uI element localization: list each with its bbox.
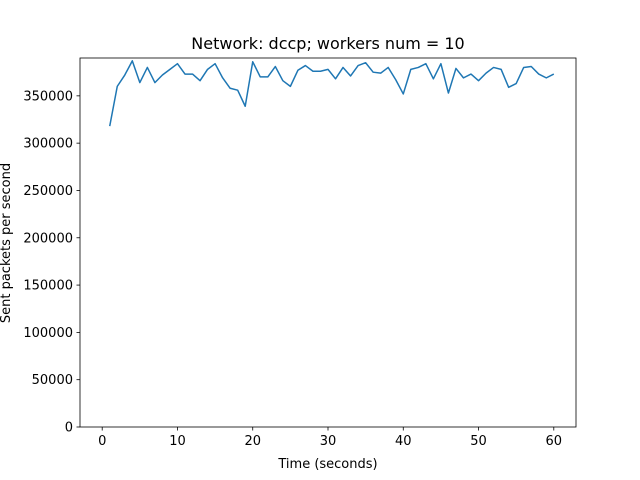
- y-tick-label: 250000: [23, 184, 73, 199]
- x-tick-label: 50: [470, 434, 487, 449]
- x-tick-label: 10: [169, 434, 186, 449]
- y-tick-label: 150000: [23, 279, 73, 294]
- y-tick-label: 50000: [32, 373, 73, 388]
- x-tick-label: 30: [320, 434, 337, 449]
- y-axis-label: Sent packets per second: [0, 163, 14, 323]
- x-tick-label: 20: [244, 434, 261, 449]
- y-tick-label: 350000: [23, 89, 73, 104]
- x-tick-label: 0: [98, 434, 106, 449]
- x-axis-label: Time (seconds): [277, 457, 377, 472]
- x-tick-label: 60: [546, 434, 563, 449]
- y-tick-label: 0: [65, 421, 73, 436]
- series-line-0: [108, 60, 555, 127]
- chart-title: Network: dccp; workers num = 10: [191, 34, 464, 53]
- y-tick-label: 300000: [23, 137, 73, 152]
- x-tick-label: 40: [395, 434, 412, 449]
- y-tick-label: 200000: [23, 231, 73, 246]
- y-axis: 0 50000 100000 150000 200000 250000 300000 3500…: [23, 89, 80, 436]
- x-axis: 0 10 20 30 40 50 60: [98, 427, 562, 449]
- y-tick-label: 100000: [23, 326, 73, 341]
